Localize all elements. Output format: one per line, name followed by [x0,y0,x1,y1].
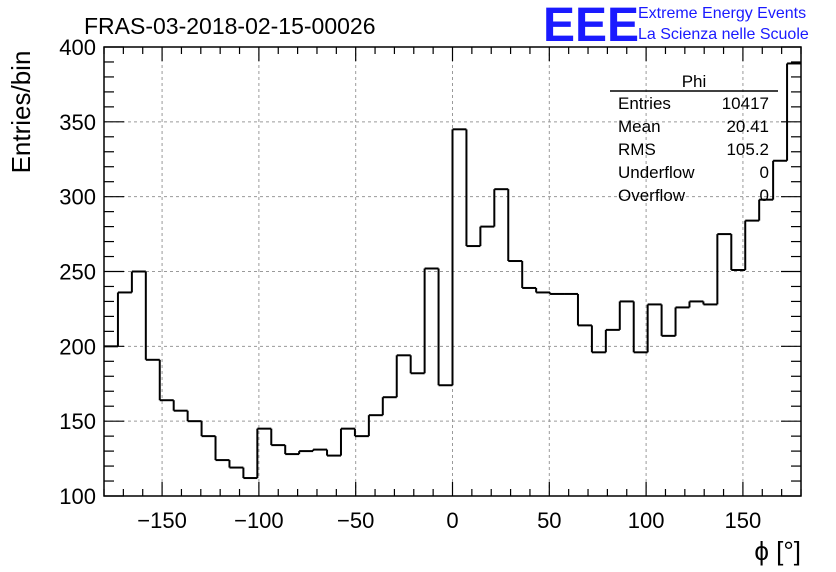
stats-underflow-value: 0 [760,163,769,182]
y-tick-label: 400 [59,35,96,60]
axes: −150 −100 −50 0 50 100 150 100 150 200 250 300 350 40… [59,35,802,533]
logo-line-2: La Scienza nelle Scuole [638,26,809,43]
stats-entries-value: 10417 [722,94,769,113]
stats-box: Phi Entries 10417 Mean 20.41 RMS 105.2 U… [610,72,778,205]
x-tick-label: 100 [628,508,665,533]
x-tick-label: −100 [234,508,284,533]
y-tick-label: 200 [59,334,96,359]
stats-underflow-label: Underflow [618,163,695,182]
logo-letters: EEE [543,0,639,52]
eee-logo: EEE Extreme Energy Events La Scienza nel… [543,0,809,52]
stats-mean-label: Mean [618,117,661,136]
y-tick-label: 350 [59,110,96,135]
x-axis-title: ϕ [°] [754,536,801,566]
stats-entries-label: Entries [618,94,671,113]
x-tick-label: 150 [725,508,762,533]
x-tick-label: 0 [446,508,458,533]
x-tick-label: −50 [337,508,374,533]
stats-mean-value: 20.41 [726,117,769,136]
y-tick-label: 300 [59,185,96,210]
stats-rms-label: RMS [618,140,656,159]
chart-title: FRAS-03-2018-02-15-00026 [84,13,376,39]
logo-line-1: Extreme Energy Events [638,5,806,22]
y-tick-label: 100 [59,484,96,509]
x-tick-label: 50 [537,508,561,533]
stats-rms-value: 105.2 [726,140,769,159]
stats-overflow-label: Overflow [618,186,686,205]
x-tick-label: −150 [137,508,187,533]
y-axis-title: Entries/bin [6,51,36,174]
stats-box-name: Phi [682,72,707,91]
y-tick-label: 150 [59,409,96,434]
stats-overflow-value: 0 [760,186,769,205]
y-tick-label: 250 [59,260,96,285]
